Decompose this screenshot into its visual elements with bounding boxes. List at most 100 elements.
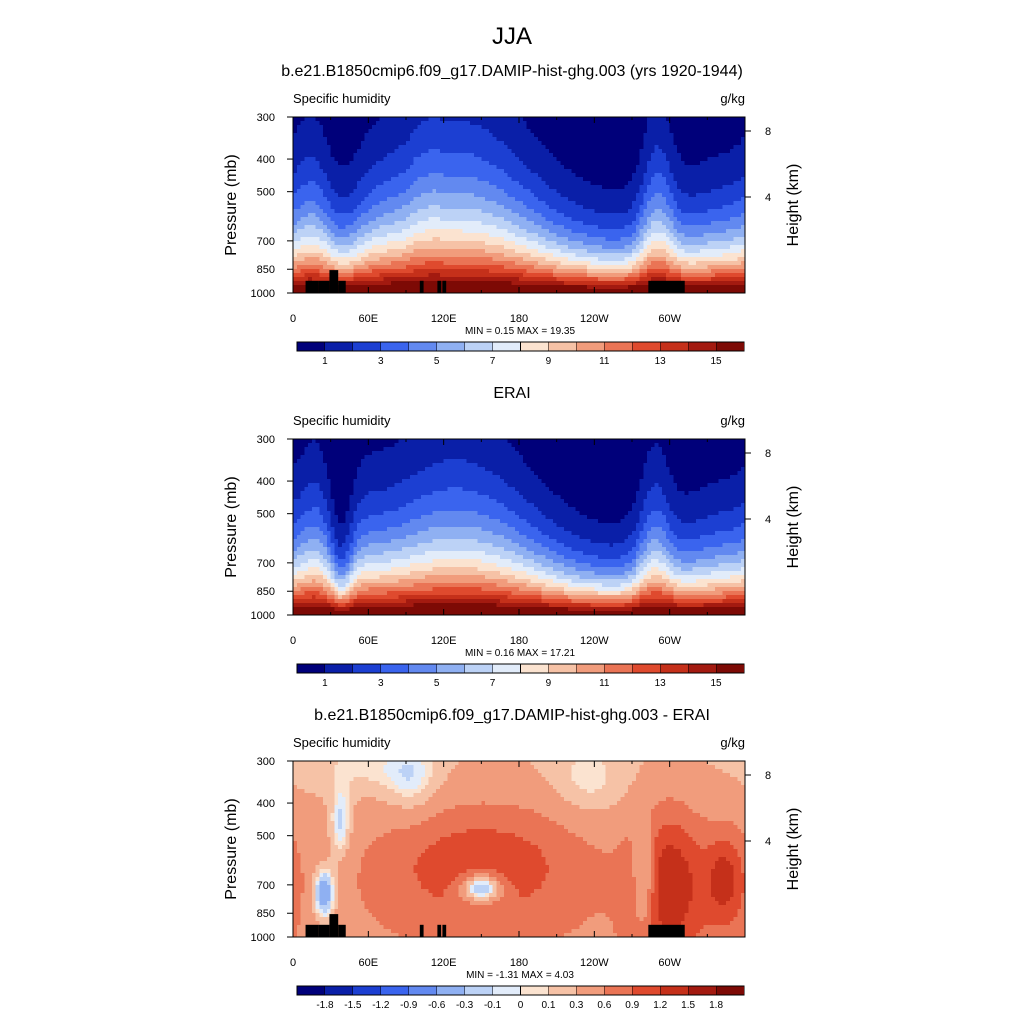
field-cell (511, 201, 516, 206)
field-cell (696, 217, 701, 222)
field-cell (409, 141, 415, 146)
field-cell (387, 265, 392, 270)
field-cell (567, 197, 573, 202)
field-cell (711, 245, 716, 250)
field-cell (650, 149, 656, 154)
field-cell (534, 269, 539, 274)
field-cell (488, 133, 494, 138)
field-cell (673, 257, 678, 262)
field-cell (357, 189, 362, 194)
field-cell (466, 205, 471, 210)
field-cell (567, 257, 573, 262)
field-cell (473, 273, 479, 278)
field-cell (353, 141, 358, 146)
field-cell (447, 133, 452, 138)
field-cell (632, 149, 637, 154)
field-cell (654, 165, 659, 170)
field-cell (616, 289, 622, 294)
field-cell (406, 269, 411, 274)
field-cell (473, 169, 479, 174)
field-cell (541, 133, 546, 138)
field-cell (353, 269, 358, 274)
field-cell (470, 277, 475, 282)
field-cell (334, 249, 339, 254)
field-cell (564, 289, 569, 294)
field-cell (688, 153, 693, 158)
field-cell (552, 205, 558, 210)
field-cell (680, 269, 686, 274)
field-cell (326, 245, 332, 250)
field-cell (368, 125, 373, 130)
field-cell (357, 149, 362, 154)
field-cell (601, 161, 607, 166)
field-cell (500, 161, 505, 166)
field-cell (639, 157, 644, 162)
field-cell (605, 229, 610, 234)
field-cell (530, 137, 535, 142)
field-cell (323, 201, 328, 206)
field-cell (353, 153, 358, 158)
field-cell (353, 201, 358, 206)
field-cell (315, 253, 320, 258)
field-cell (338, 245, 343, 250)
field-cell (409, 129, 415, 134)
field-cell (522, 145, 528, 150)
field-cell (696, 269, 701, 274)
field-cell (454, 165, 460, 170)
field-cell (594, 281, 599, 286)
field-cell (496, 141, 501, 146)
field-cell (680, 121, 686, 126)
field-cell (658, 205, 663, 210)
field-cell (443, 209, 449, 214)
field-cell (496, 205, 501, 210)
field-cell (583, 277, 588, 282)
field-cell (390, 225, 396, 230)
field-cell (394, 209, 400, 214)
field-cell (304, 261, 309, 266)
field-cell (613, 209, 618, 214)
field-cell (436, 137, 441, 142)
field-cell (541, 141, 546, 146)
field-cell (466, 273, 471, 278)
field-cell (417, 289, 422, 294)
field-cell (530, 249, 535, 254)
field-cell (583, 229, 588, 234)
field-cell (552, 153, 558, 158)
field-cell (564, 169, 569, 174)
field-cell (552, 129, 558, 134)
field-cell (654, 273, 659, 278)
field-cell (601, 225, 607, 230)
field-cell (575, 189, 580, 194)
field-cell (635, 161, 641, 166)
field-cell (688, 233, 693, 238)
field-cell (398, 173, 403, 178)
field-cell (338, 137, 343, 142)
field-cell (707, 245, 712, 250)
field-cell (330, 265, 336, 270)
field-cell (296, 269, 302, 274)
field-cell (680, 277, 686, 282)
field-cell (477, 269, 482, 274)
field-cell (326, 201, 332, 206)
field-cell (315, 125, 320, 130)
field-cell (692, 197, 697, 202)
field-cell (417, 165, 422, 170)
field-cell (530, 225, 535, 230)
field-cell (462, 165, 467, 170)
field-cell (357, 129, 362, 134)
field-cell (319, 205, 324, 210)
field-cell (620, 189, 626, 194)
field-cell (571, 185, 577, 190)
field-cell (560, 161, 565, 166)
field-cell (372, 225, 377, 230)
field-cell (560, 133, 565, 138)
field-cell (650, 217, 656, 222)
field-cell (466, 193, 471, 198)
field-cell (680, 201, 686, 206)
field-cell (447, 217, 452, 222)
field-cell (293, 193, 298, 198)
field-cell (368, 141, 373, 146)
field-cell (628, 149, 633, 154)
field-cell (398, 225, 403, 230)
field-cell (383, 189, 388, 194)
